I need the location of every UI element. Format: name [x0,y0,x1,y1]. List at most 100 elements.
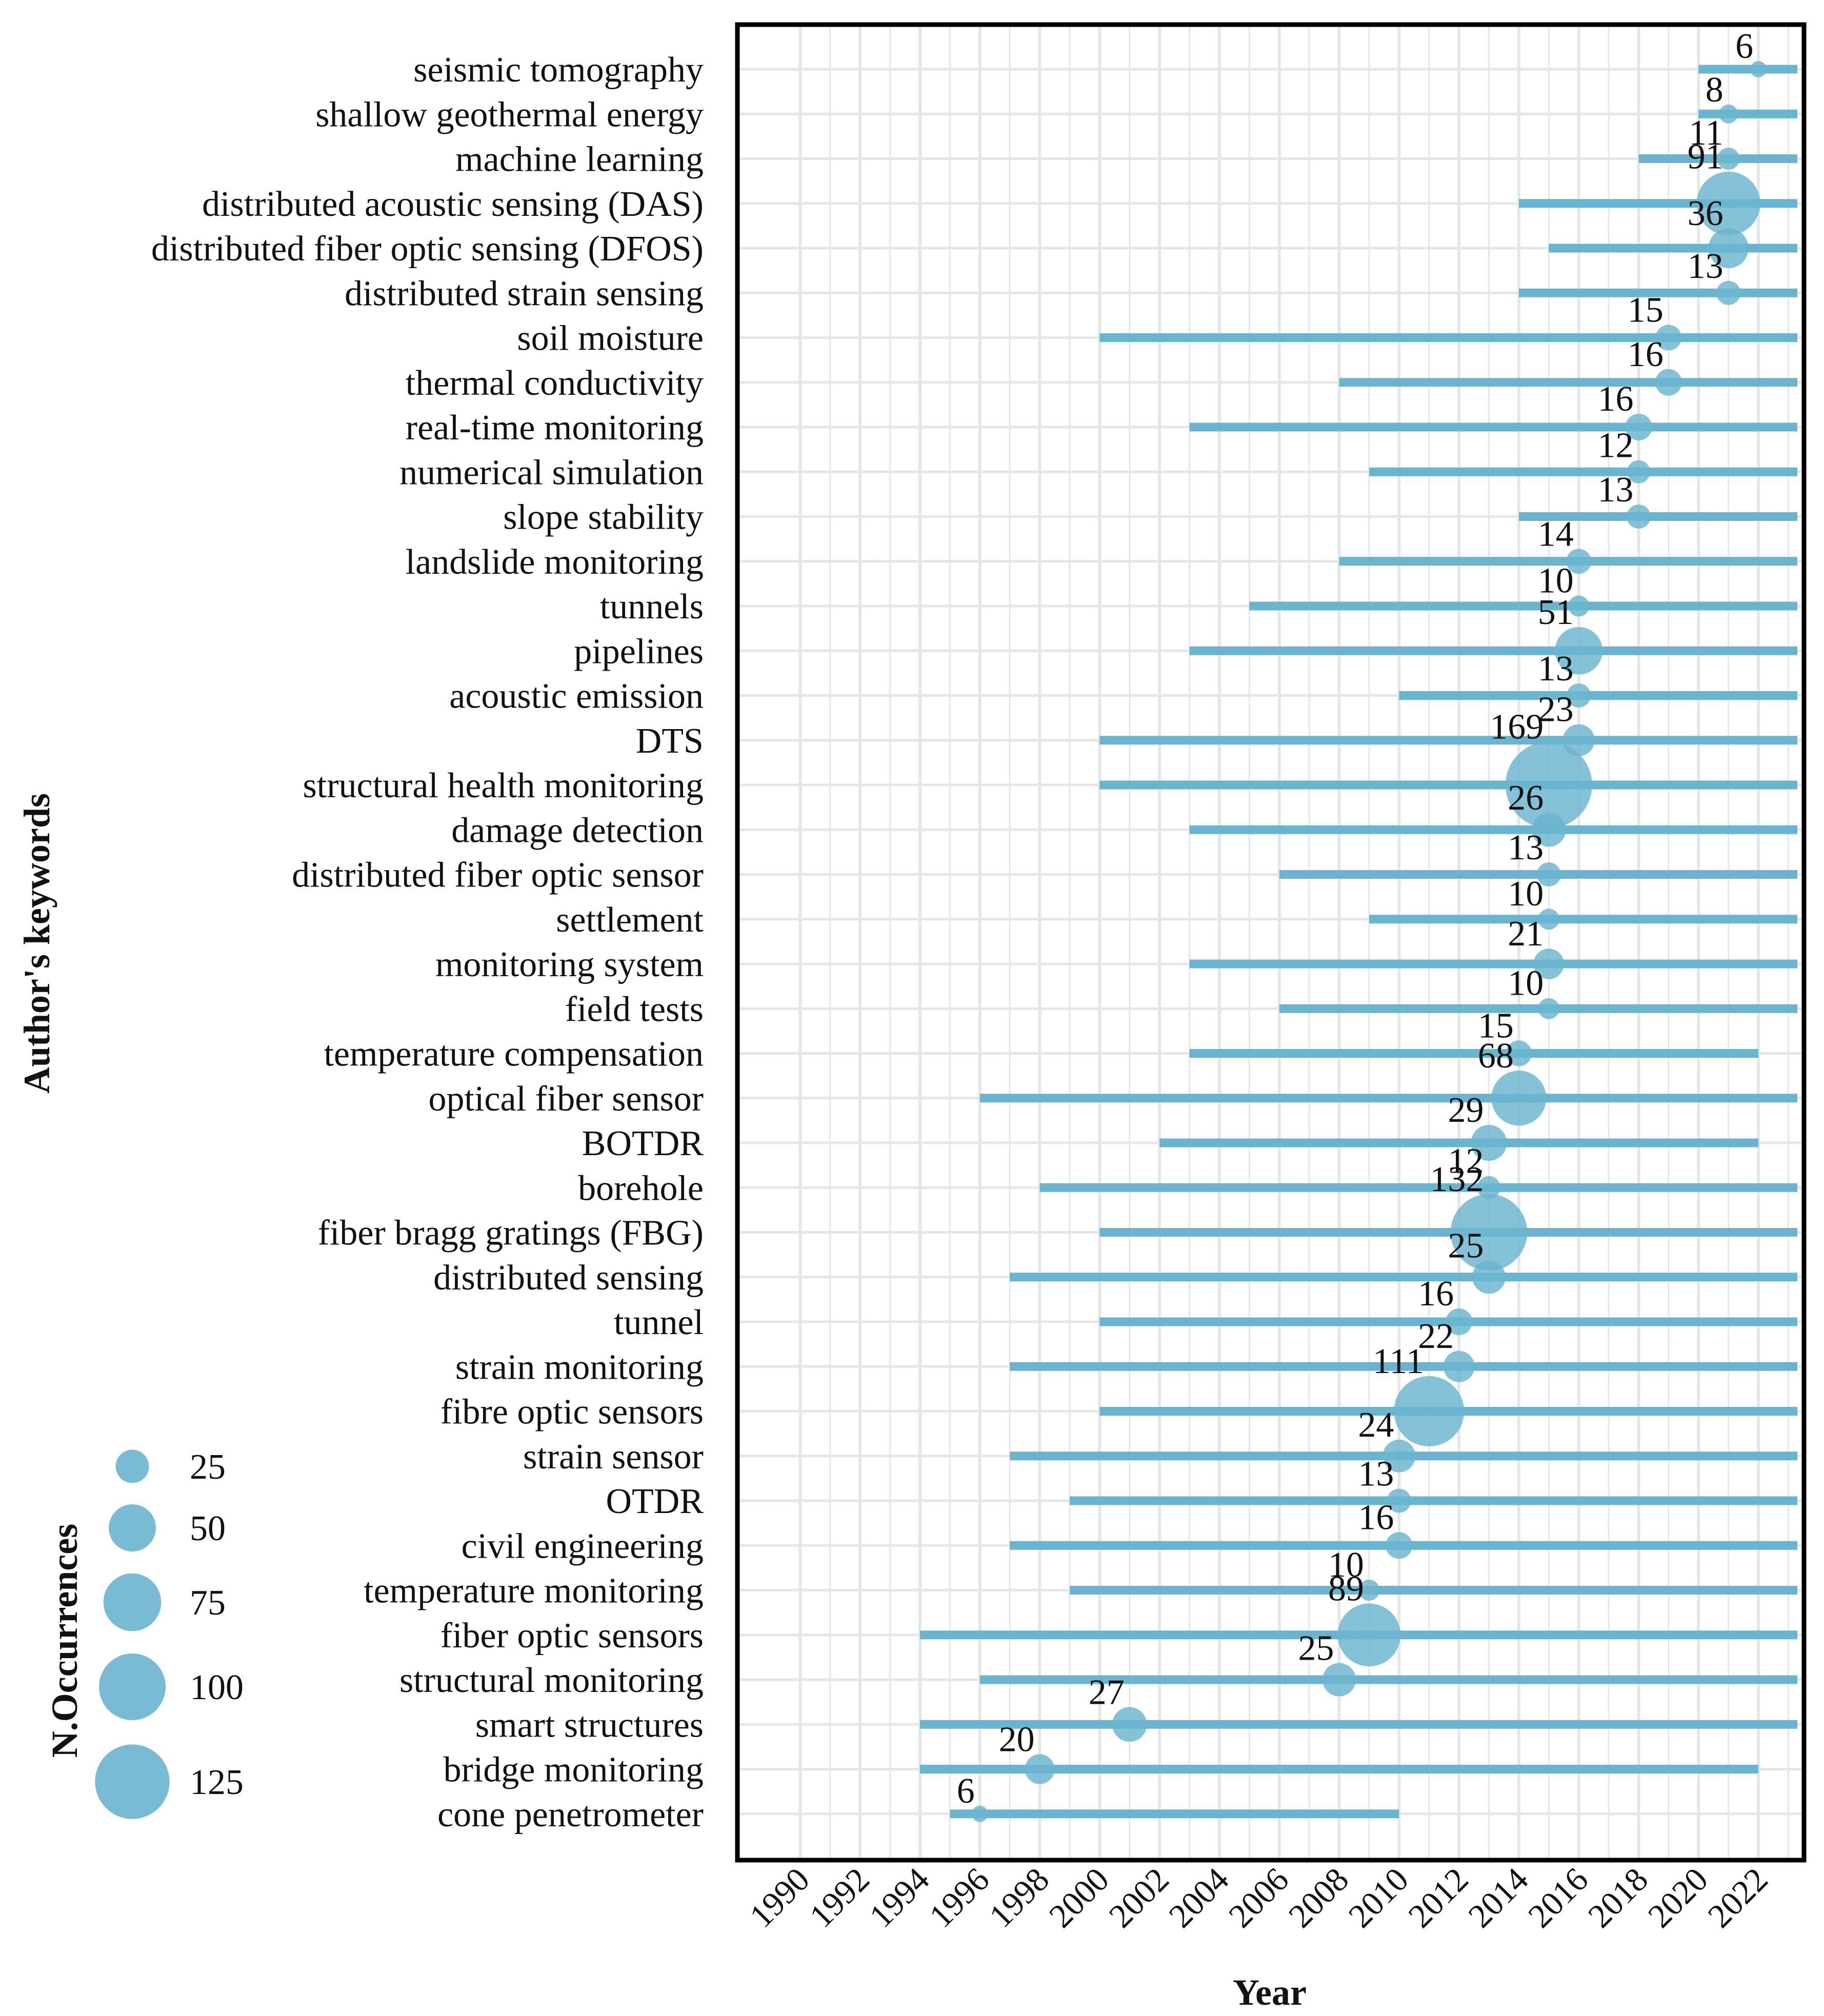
keyword-label: tunnel [614,1303,704,1342]
keyword-bubble [1443,1350,1475,1382]
keyword-bubble [1450,1194,1528,1271]
keyword-label: distributed fiber optic sensing (DFOS) [151,229,704,269]
keyword-bubble [1625,414,1652,440]
keyword-bubble [1696,171,1760,235]
x-axis-title: Year [1233,1972,1307,2013]
keyword-label: thermal conductivity [406,364,704,403]
keyword-bubble [1567,683,1591,708]
keyword-label: structural monitoring [399,1661,704,1700]
keyword-label: acoustic emission [449,677,704,716]
occurrence-label: 12 [1448,1142,1484,1181]
keyword-bubble [1025,1754,1055,1784]
legend-bubble [103,1573,162,1631]
keyword-label: temperature monitoring [364,1571,704,1611]
keyword-label: fiber bragg gratings (FBG) [318,1214,704,1253]
keyword-label: shallow geothermal energy [315,95,704,134]
occurrence-label: 169 [1490,708,1544,747]
keyword-label: smart structures [475,1705,704,1745]
keyword-bubble [1446,1308,1473,1335]
legend-bubble [99,1654,166,1720]
keyword-bubble [1538,998,1559,1019]
legend-bubble [109,1504,156,1551]
occurrence-label: 36 [1688,194,1723,233]
keyword-bubble [1627,460,1651,483]
occurrence-label: 132 [1430,1160,1484,1199]
keyword-label: damage detection [451,811,704,850]
keyword-bubble [1382,1439,1416,1473]
keyword-bubble [1536,862,1561,886]
legend-bubble [115,1449,149,1483]
occurrence-label: 23 [1538,690,1574,730]
legend-value-label: 125 [190,1763,244,1802]
keyword-label: landslide monitoring [406,542,704,582]
occurrence-label: 10 [1538,561,1574,600]
keyword-bubble [1708,228,1749,268]
keyword-label: fiber optic sensors [440,1616,704,1656]
occurrence-label: 29 [1448,1091,1484,1130]
keyword-label: strain monitoring [455,1347,704,1387]
keyword-label: monitoring system [435,945,704,984]
keyword-label: optical fiber sensor [429,1079,704,1119]
keyword-label: numerical simulation [399,453,704,492]
occurrence-labels: 6811913613151616121314105113231692613102… [957,27,1753,1811]
keyword-bubble [1716,280,1741,305]
occurrence-label: 15 [1478,1006,1514,1045]
keyword-bubble [1655,325,1682,351]
occurrence-label: 13 [1358,1455,1394,1494]
occurrence-label: 89 [1328,1569,1364,1608]
occurrence-label: 20 [999,1720,1035,1759]
occurrence-label: 68 [1478,1036,1514,1076]
keyword-bubble [971,1805,988,1822]
occurrence-label: 24 [1358,1405,1394,1445]
keyword-bubble [1532,813,1566,847]
keyword-label: strain sensor [523,1437,704,1477]
keyword-label: distributed sensing [433,1258,704,1298]
y-axis-title: Author's keywords [16,793,57,1094]
keyword-label: settlement [556,900,704,940]
keyword-label: tunnels [600,587,704,627]
keyword-bubble [1394,1376,1465,1446]
keyword-label: real-time monitoring [406,408,704,448]
legend-value-label: 50 [190,1509,226,1548]
occurrence-label: 111 [1373,1342,1424,1381]
keyword-bubble [1566,549,1592,574]
keyword-bubble [1472,1260,1506,1294]
legend-bubble [95,1744,170,1819]
occurrence-label: 91 [1688,137,1723,177]
occurrence-label: 16 [1358,1498,1394,1537]
keyword-label: bridge monitoring [444,1750,704,1790]
keyword-label: fibre optic sensors [440,1393,704,1432]
occurrence-label: 13 [1508,828,1544,868]
keyword-bubble [1506,1040,1532,1066]
keyword-label: seismic tomography [413,50,704,90]
keyword-label: OTDR [606,1482,704,1521]
keyword-label: machine learning [455,140,704,179]
keyword-spans [919,65,1797,1819]
keyword-bubble [1387,1488,1411,1513]
occurrence-label: 10 [1508,964,1544,1003]
keyword-bubble [1568,595,1590,617]
keyword-bubble [1358,1579,1380,1601]
keyword-label: soil moisture [517,319,704,358]
legend-title: N.Occurrences [44,1524,85,1758]
occurrence-label: 16 [1597,379,1633,419]
keyword-bubble [1322,1663,1356,1697]
keyword-bubble [1538,909,1559,930]
y-axis-keyword-labels: seismic tomography shallow geothermal ene… [151,50,704,1834]
occurrence-label: 10 [1508,874,1544,914]
keyword-label: borehole [578,1168,704,1208]
occurrence-label: 14 [1538,514,1574,554]
keyword-label: pipelines [574,632,704,671]
occurrence-label: 27 [1089,1672,1125,1712]
legend-value-label: 75 [190,1583,226,1623]
keyword-label: structural health monitoring [303,766,704,805]
occurrence-label: 25 [1448,1226,1484,1265]
keyword-bubble [1750,61,1767,77]
keyword-bubble [1112,1707,1147,1742]
occurrence-label: 10 [1328,1545,1364,1585]
occurrence-label: 25 [1298,1629,1334,1668]
keyword-bubble [1719,104,1738,124]
keyword-bubble [1627,505,1651,529]
keyword-bubble [1337,1603,1401,1667]
